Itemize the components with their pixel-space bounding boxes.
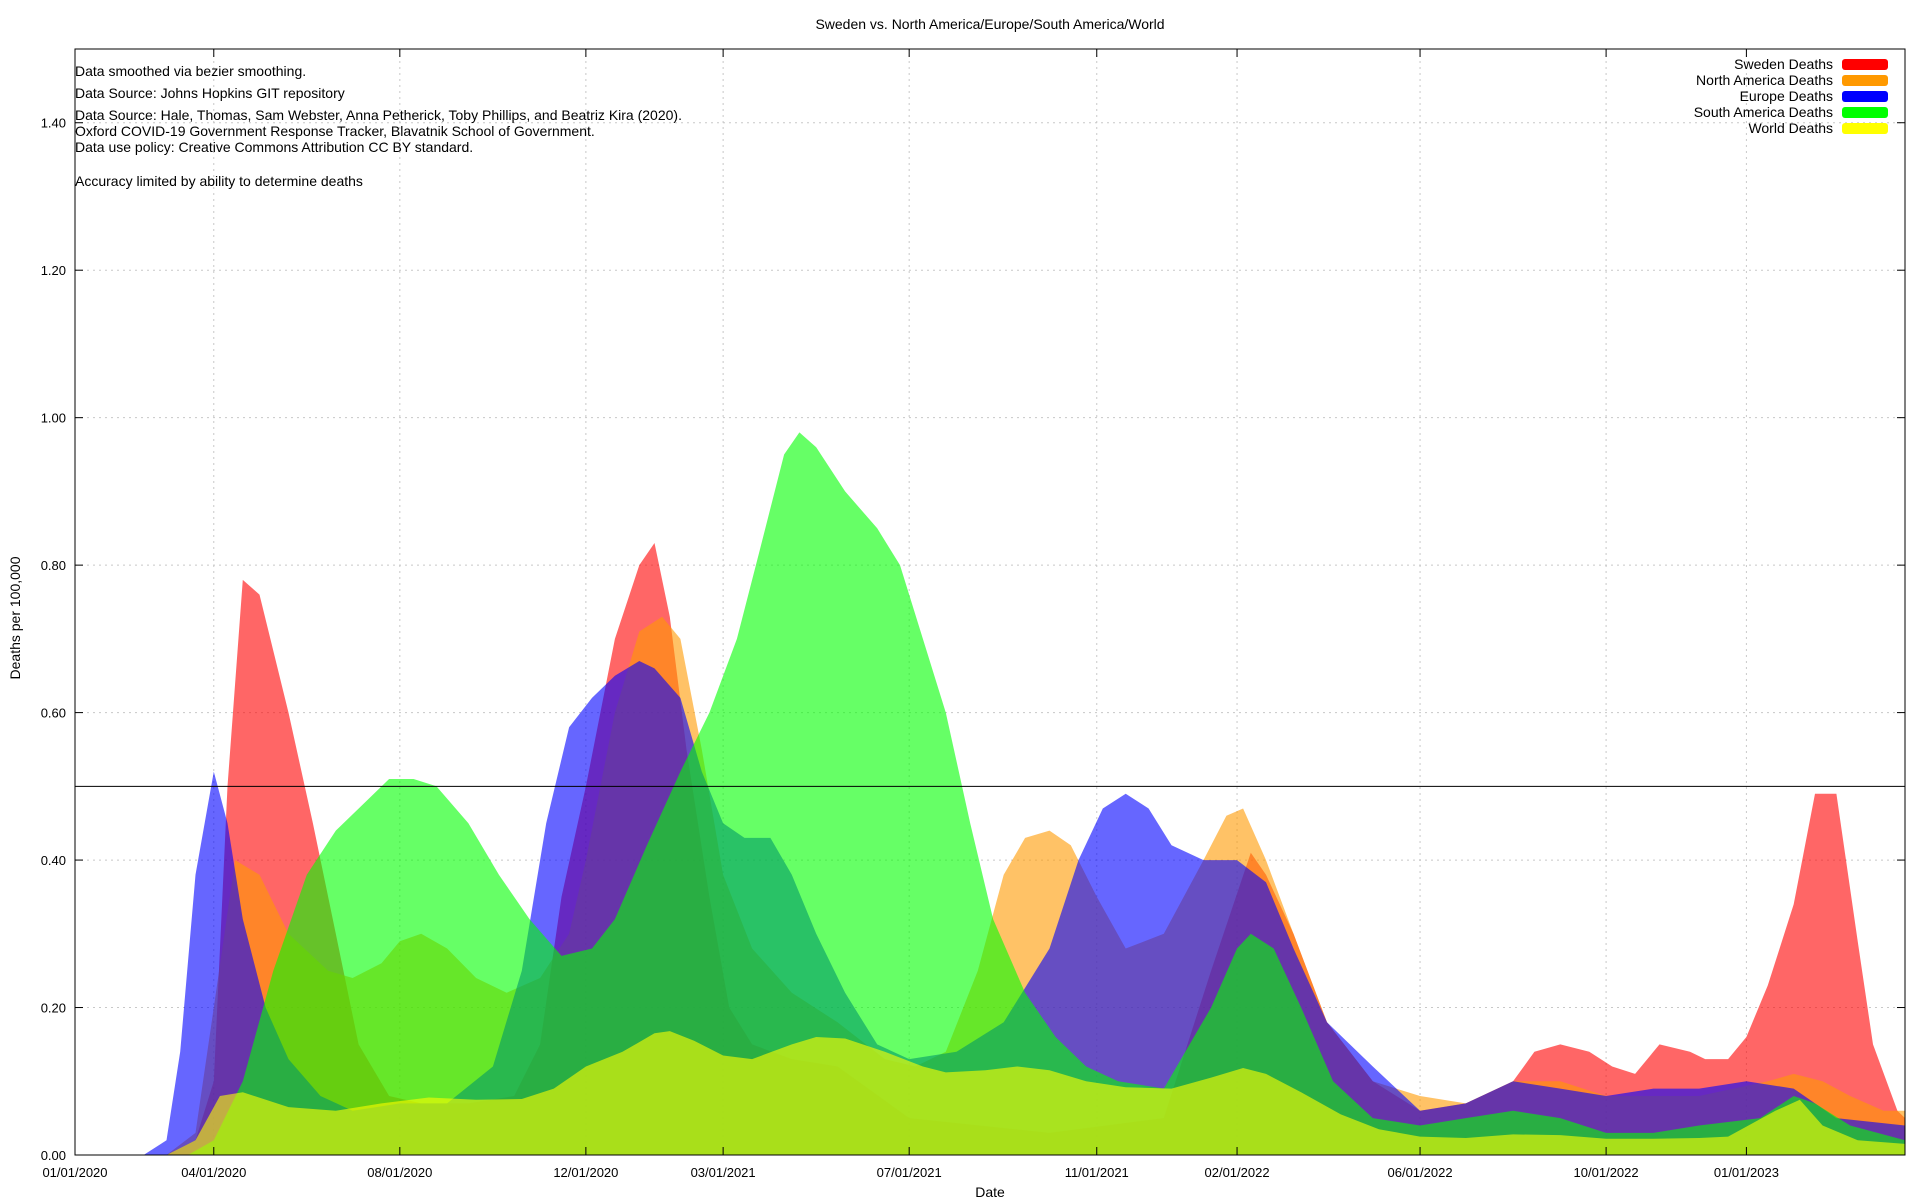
y-axis-label: Deaths per 100,000 bbox=[7, 556, 23, 679]
legend-swatch-north-america-deaths bbox=[1842, 75, 1888, 86]
grid-lines bbox=[75, 49, 1905, 1155]
y-tick-label: 0.40 bbox=[41, 853, 66, 868]
legend-label-south-america-deaths: South America Deaths bbox=[1694, 104, 1833, 120]
x-tick-label: 11/01/2021 bbox=[1065, 1165, 1129, 1180]
plot-frame bbox=[74, 48, 1906, 1156]
legend-swatch-sweden-deaths bbox=[1842, 59, 1888, 70]
x-tick-label: 06/01/2022 bbox=[1388, 1165, 1453, 1180]
y-tick-label: 0.20 bbox=[41, 1001, 66, 1016]
legend-swatch-south-america-deaths bbox=[1842, 107, 1888, 118]
x-axis-label: Date bbox=[975, 1184, 1005, 1200]
x-tick-label: 02/01/2022 bbox=[1205, 1165, 1270, 1180]
legend-swatch-europe-deaths bbox=[1842, 91, 1888, 102]
annotation-source-oxford: Oxford COVID-19 Government Response Trac… bbox=[75, 123, 595, 139]
annotation-source-jhu: Data Source: Johns Hopkins GIT repositor… bbox=[75, 85, 345, 101]
legend-label-world-deaths: World Deaths bbox=[1748, 120, 1833, 136]
x-tick-label: 01/01/2023 bbox=[1714, 1165, 1779, 1180]
legend-label-europe-deaths: Europe Deaths bbox=[1740, 88, 1833, 104]
annotation-smoothing: Data smoothed via bezier smoothing. bbox=[75, 63, 306, 79]
y-tick-label: 0.00 bbox=[41, 1148, 66, 1163]
area-world-deaths bbox=[166, 1031, 1905, 1155]
legend-swatch-world-deaths bbox=[1842, 123, 1888, 134]
x-tick-label: 07/01/2021 bbox=[877, 1165, 942, 1180]
legend-label-sweden-deaths: Sweden Deaths bbox=[1734, 56, 1833, 72]
annotation-accuracy: Accuracy limited by ability to determine… bbox=[75, 173, 363, 189]
y-axis-ticks: 0.00 0.20 0.40 0.60 0.80 1.00 1.20 1.40 bbox=[41, 116, 1905, 1163]
x-tick-label: 04/01/2020 bbox=[181, 1165, 246, 1180]
y-tick-label: 1.00 bbox=[41, 411, 66, 426]
x-tick-label: 03/01/2021 bbox=[691, 1165, 756, 1180]
y-tick-label: 1.20 bbox=[41, 263, 66, 278]
y-tick-label: 0.60 bbox=[41, 706, 66, 721]
x-axis-ticks: 01/01/2020 04/01/2020 08/01/2020 12/01/2020… bbox=[42, 49, 1779, 1180]
x-tick-label: 12/01/2020 bbox=[553, 1165, 618, 1180]
annotation-data-policy: Data use policy: Creative Commons Attrib… bbox=[75, 139, 473, 155]
y-tick-label: 0.80 bbox=[41, 558, 66, 573]
annotation-block: Data smoothed via bezier smoothing. Data… bbox=[75, 63, 682, 189]
legend-label-north-america-deaths: North America Deaths bbox=[1696, 72, 1833, 88]
x-tick-label: 10/01/2022 bbox=[1574, 1165, 1639, 1180]
annotation-source-hale: Data Source: Hale, Thomas, Sam Webster, … bbox=[75, 107, 682, 123]
y-tick-label: 1.40 bbox=[41, 116, 66, 131]
area-south-america-deaths bbox=[187, 432, 1905, 1155]
chart-title: Sweden vs. North America/Europe/South Am… bbox=[815, 16, 1164, 32]
x-tick-label: 08/01/2020 bbox=[367, 1165, 432, 1180]
x-tick-label: 01/01/2020 bbox=[42, 1165, 107, 1180]
series-areas bbox=[143, 432, 1906, 1155]
